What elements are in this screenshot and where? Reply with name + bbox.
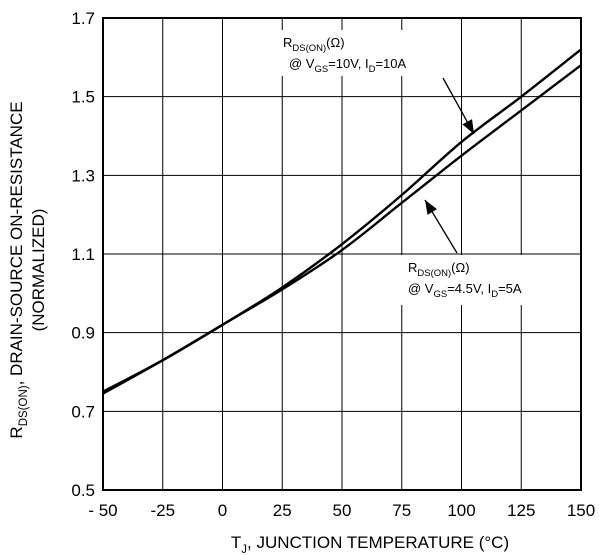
annotation-vgs-4-5v-line1: RDS(ON)(Ω) [408, 260, 470, 279]
y-axis-label: RDS(ON), DRAIN-SOURCE ON-RESISTANCE (NOR… [7, 101, 48, 438]
series-line-2 [102, 64, 582, 395]
annotation-vgs-10v-line2: @ VGS=10V, ID=10A [289, 56, 407, 75]
y-tick-label: 0.9 [71, 324, 95, 343]
y-tick-label: 1.7 [71, 9, 95, 28]
y-tick-label: 0.7 [71, 402, 95, 421]
arrow-vgs-10v-head [462, 119, 474, 134]
x-tick-label: 25 [273, 501, 292, 520]
y-axis-label-line1: RDS(ON), DRAIN-SOURCE ON-RESISTANCE [7, 101, 30, 438]
plot-frame [102, 17, 582, 491]
y-tick-label: 1.1 [71, 245, 95, 264]
y-tick-labels: 0.5 0.7 0.9 1.1 1.3 1.5 1.7 [71, 9, 95, 500]
x-axis-label: TJ, JUNCTION TEMPERATURE (°C) [231, 533, 509, 555]
x-tick-label: 100 [447, 501, 475, 520]
annotation-vgs-10v-line1: RDS(ON)(Ω) [283, 35, 345, 54]
x-tick-label: 0 [218, 501, 227, 520]
x-tick-label: -25 [150, 501, 175, 520]
annotation-arrows [424, 77, 475, 254]
x-tick-label: 50 [333, 501, 352, 520]
x-tick-label: 75 [392, 501, 411, 520]
annotation-vgs-10v-background [273, 30, 455, 76]
annotation-vgs-4-5v: RDS(ON)(Ω) @ VGS=4.5V, ID=5A [398, 255, 576, 305]
x-tick-labels: - 50 -25 0 25 50 75 100 125 150 [88, 501, 595, 520]
annotation-vgs-4-5v-line2: @ VGS=4.5V, ID=5A [408, 281, 522, 300]
y-tick-label: 1.3 [71, 166, 95, 185]
y-tick-label: 0.5 [71, 481, 95, 500]
y-tick-label: 1.5 [71, 88, 95, 107]
series-group [102, 48, 582, 395]
x-tick-label: - 50 [88, 501, 117, 520]
y-axis-label-line2: (NORMALIZED) [29, 209, 48, 332]
x-tick-label: 150 [567, 501, 595, 520]
annotation-vgs-4-5v-background [398, 255, 576, 305]
x-tick-label: 125 [507, 501, 535, 520]
annotation-vgs-10v: RDS(ON)(Ω) @ VGS=10V, ID=10A [273, 30, 455, 76]
grid [103, 18, 581, 490]
arrow-vgs-4-5v-head [425, 200, 437, 215]
